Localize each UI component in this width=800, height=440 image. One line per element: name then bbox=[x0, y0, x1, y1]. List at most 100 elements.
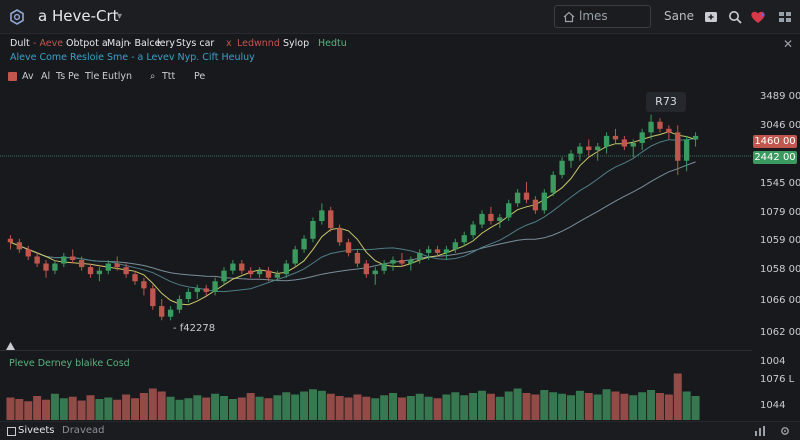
volume-bar[interactable] bbox=[59, 398, 68, 420]
volume-bar[interactable] bbox=[647, 390, 656, 420]
candle-body[interactable] bbox=[256, 270, 263, 275]
volume-bar[interactable] bbox=[77, 400, 86, 421]
candle-body[interactable] bbox=[194, 288, 200, 292]
candle-body[interactable] bbox=[434, 249, 441, 253]
record-icon[interactable] bbox=[8, 72, 17, 81]
indicator-legend[interactable]: Aleve Come Resloie Sme - a Levev Nyp. Ci… bbox=[10, 52, 255, 63]
volume-bar[interactable] bbox=[575, 390, 584, 420]
volume-bar[interactable] bbox=[184, 398, 193, 420]
volume-bar[interactable] bbox=[469, 393, 478, 420]
volume-bar[interactable] bbox=[122, 394, 131, 421]
volume-bar[interactable] bbox=[139, 393, 148, 420]
volume-bar[interactable] bbox=[629, 395, 638, 420]
volume-bar[interactable] bbox=[397, 397, 406, 421]
volume-bar[interactable] bbox=[478, 390, 487, 420]
candle-body[interactable] bbox=[283, 263, 289, 275]
volume-bar[interactable] bbox=[175, 399, 184, 420]
candle-body[interactable] bbox=[470, 224, 476, 236]
candle-body[interactable] bbox=[230, 263, 236, 271]
volume-bar[interactable] bbox=[371, 398, 380, 420]
volume-bar[interactable] bbox=[344, 397, 353, 421]
legend-item[interactable]: - Aeve bbox=[33, 38, 64, 49]
bar-chart-icon[interactable] bbox=[754, 425, 766, 437]
candle-body[interactable] bbox=[203, 288, 209, 292]
legend-item[interactable]: lery bbox=[157, 38, 176, 49]
candle-body[interactable] bbox=[319, 210, 325, 221]
tool-item[interactable]: Pe bbox=[194, 71, 206, 82]
volume-bar[interactable] bbox=[353, 394, 362, 421]
candle-body[interactable] bbox=[212, 281, 218, 292]
volume-bar[interactable] bbox=[549, 392, 558, 420]
legend-item[interactable]: - Balce bbox=[128, 38, 161, 49]
volume-bar[interactable] bbox=[264, 398, 273, 420]
volume-bar[interactable] bbox=[24, 401, 33, 420]
candle-body[interactable] bbox=[159, 306, 165, 317]
tool-item[interactable]: Tle bbox=[85, 71, 100, 82]
candle-body[interactable] bbox=[43, 263, 49, 271]
volume-bar[interactable] bbox=[522, 393, 531, 420]
candle-body[interactable] bbox=[497, 217, 503, 221]
volume-bar[interactable] bbox=[673, 373, 682, 421]
candle-body[interactable] bbox=[577, 146, 583, 154]
volume-bar[interactable] bbox=[255, 396, 264, 420]
candle-body[interactable] bbox=[390, 260, 396, 264]
volume-bar[interactable] bbox=[389, 393, 398, 420]
volume-legend[interactable]: Pleve Derney blaike Cosd bbox=[9, 358, 130, 369]
candle-body[interactable] bbox=[683, 139, 690, 161]
candle-body[interactable] bbox=[70, 256, 76, 260]
volume-bar[interactable] bbox=[273, 395, 282, 420]
grid-icon[interactable] bbox=[777, 9, 793, 25]
candle-body[interactable] bbox=[381, 263, 387, 271]
close-icon[interactable]: ✕ bbox=[783, 37, 794, 51]
candle-body[interactable] bbox=[87, 267, 94, 275]
volume-bar[interactable] bbox=[415, 393, 424, 420]
volume-bar[interactable] bbox=[50, 393, 59, 420]
candle-body[interactable] bbox=[425, 249, 432, 253]
volume-bar[interactable] bbox=[131, 398, 140, 420]
volume-bar[interactable] bbox=[611, 391, 620, 421]
candle-body[interactable] bbox=[675, 132, 681, 161]
candle-body[interactable] bbox=[34, 256, 40, 264]
candle-body[interactable] bbox=[114, 263, 120, 268]
candle-body[interactable] bbox=[506, 203, 512, 218]
volume-bar[interactable] bbox=[486, 393, 495, 420]
candle-body[interactable] bbox=[657, 121, 663, 129]
volume-bar[interactable] bbox=[42, 399, 51, 420]
candle-body[interactable] bbox=[514, 192, 521, 204]
volume-bar[interactable] bbox=[237, 397, 246, 421]
volume-bar[interactable] bbox=[291, 394, 300, 421]
volume-bar[interactable] bbox=[593, 394, 602, 421]
candle-body[interactable] bbox=[25, 249, 31, 257]
volume-bar[interactable] bbox=[104, 397, 113, 421]
logo-icon[interactable] bbox=[9, 9, 25, 25]
candle-body[interactable] bbox=[150, 288, 156, 307]
volume-bar[interactable] bbox=[317, 390, 326, 420]
candle-body[interactable] bbox=[123, 267, 129, 275]
candle-body[interactable] bbox=[345, 242, 352, 253]
candle-body[interactable] bbox=[221, 270, 227, 282]
volume-bar[interactable] bbox=[113, 399, 122, 420]
volume-bar[interactable] bbox=[335, 396, 344, 420]
tool-item[interactable]: Ts bbox=[56, 71, 66, 82]
volume-bar[interactable] bbox=[638, 392, 647, 420]
candle-body[interactable] bbox=[595, 146, 601, 151]
volume-bar[interactable] bbox=[691, 396, 700, 420]
volume-bar[interactable] bbox=[148, 388, 157, 421]
tab-siveets[interactable]: Siveets bbox=[18, 425, 55, 436]
volume-bar[interactable] bbox=[282, 392, 291, 420]
candle-body[interactable] bbox=[461, 235, 467, 243]
candle-body[interactable] bbox=[586, 146, 592, 151]
volume-bar[interactable] bbox=[166, 396, 175, 420]
app-title[interactable]: a Heve-Crt bbox=[38, 7, 119, 25]
candle-body[interactable] bbox=[523, 192, 530, 200]
volume-bar[interactable] bbox=[15, 399, 24, 420]
candle-body[interactable] bbox=[301, 238, 307, 250]
candle-body[interactable] bbox=[541, 192, 547, 211]
candle-body[interactable] bbox=[176, 299, 183, 310]
volume-bar[interactable] bbox=[406, 396, 415, 420]
volume-bar[interactable] bbox=[211, 393, 220, 420]
tool-item[interactable]: Pe bbox=[68, 71, 80, 82]
tool-item[interactable]: Al bbox=[41, 71, 51, 82]
legend-item[interactable]: x bbox=[226, 38, 232, 49]
magnifier-icon[interactable]: ⌕ bbox=[150, 71, 156, 82]
